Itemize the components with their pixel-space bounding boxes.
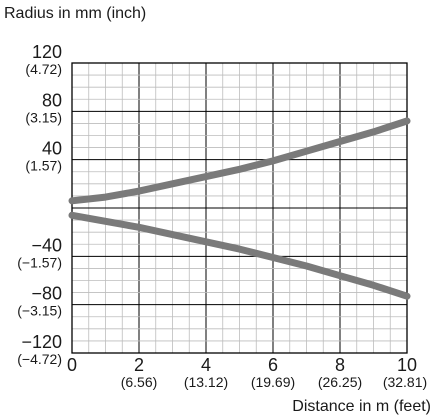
y-tick-sublabel: (3.15)	[25, 109, 62, 125]
x-tick-label: 8	[335, 355, 345, 375]
y-tick-sublabel: (−1.57)	[17, 254, 62, 270]
x-tick-label: 6	[268, 355, 278, 375]
x-tick-label: 0	[67, 355, 77, 375]
y-tick-label: −80	[31, 284, 62, 304]
plot-frame	[71, 62, 408, 354]
series-line-2	[68, 211, 411, 300]
y-tick-sublabel: (4.72)	[25, 61, 62, 77]
x-tick-sublabel: (13.12)	[184, 374, 228, 390]
x-axis-title: Distance in m (feet)	[292, 398, 431, 415]
y-tick-label: 40	[42, 139, 62, 159]
series-line-1	[68, 117, 411, 205]
grid	[72, 63, 407, 353]
y-tick-label: 120	[32, 42, 62, 62]
y-tick-sublabel: (1.57)	[25, 158, 62, 174]
y-tick-label: −40	[31, 235, 62, 255]
x-tick-label: 2	[134, 355, 144, 375]
y-tick-sublabel: (−4.72)	[17, 351, 62, 367]
x-tick-label: 10	[397, 355, 417, 375]
y-tick-label: −120	[21, 332, 62, 352]
x-tick-sublabel: (6.56)	[121, 374, 158, 390]
x-tick-labels: 0 2(6.56) 4(13.12) 6(19.69) 8(26.25) 10(32.81…	[67, 355, 427, 390]
x-tick-sublabel: (32.81)	[383, 374, 427, 390]
x-tick-sublabel: (26.25)	[318, 374, 362, 390]
series-layer	[68, 117, 411, 300]
x-tick-sublabel: (19.69)	[251, 374, 295, 390]
x-tick-label: 4	[201, 355, 211, 375]
y-tick-sublabel: (−3.15)	[17, 303, 62, 319]
y-tick-labels: 120(4.72)80(3.15)40(1.57)−40(−1.57)−80(−…	[17, 42, 62, 367]
y-tick-label: 80	[42, 90, 62, 110]
y-axis-title: Radius in mm (inch)	[4, 5, 146, 22]
